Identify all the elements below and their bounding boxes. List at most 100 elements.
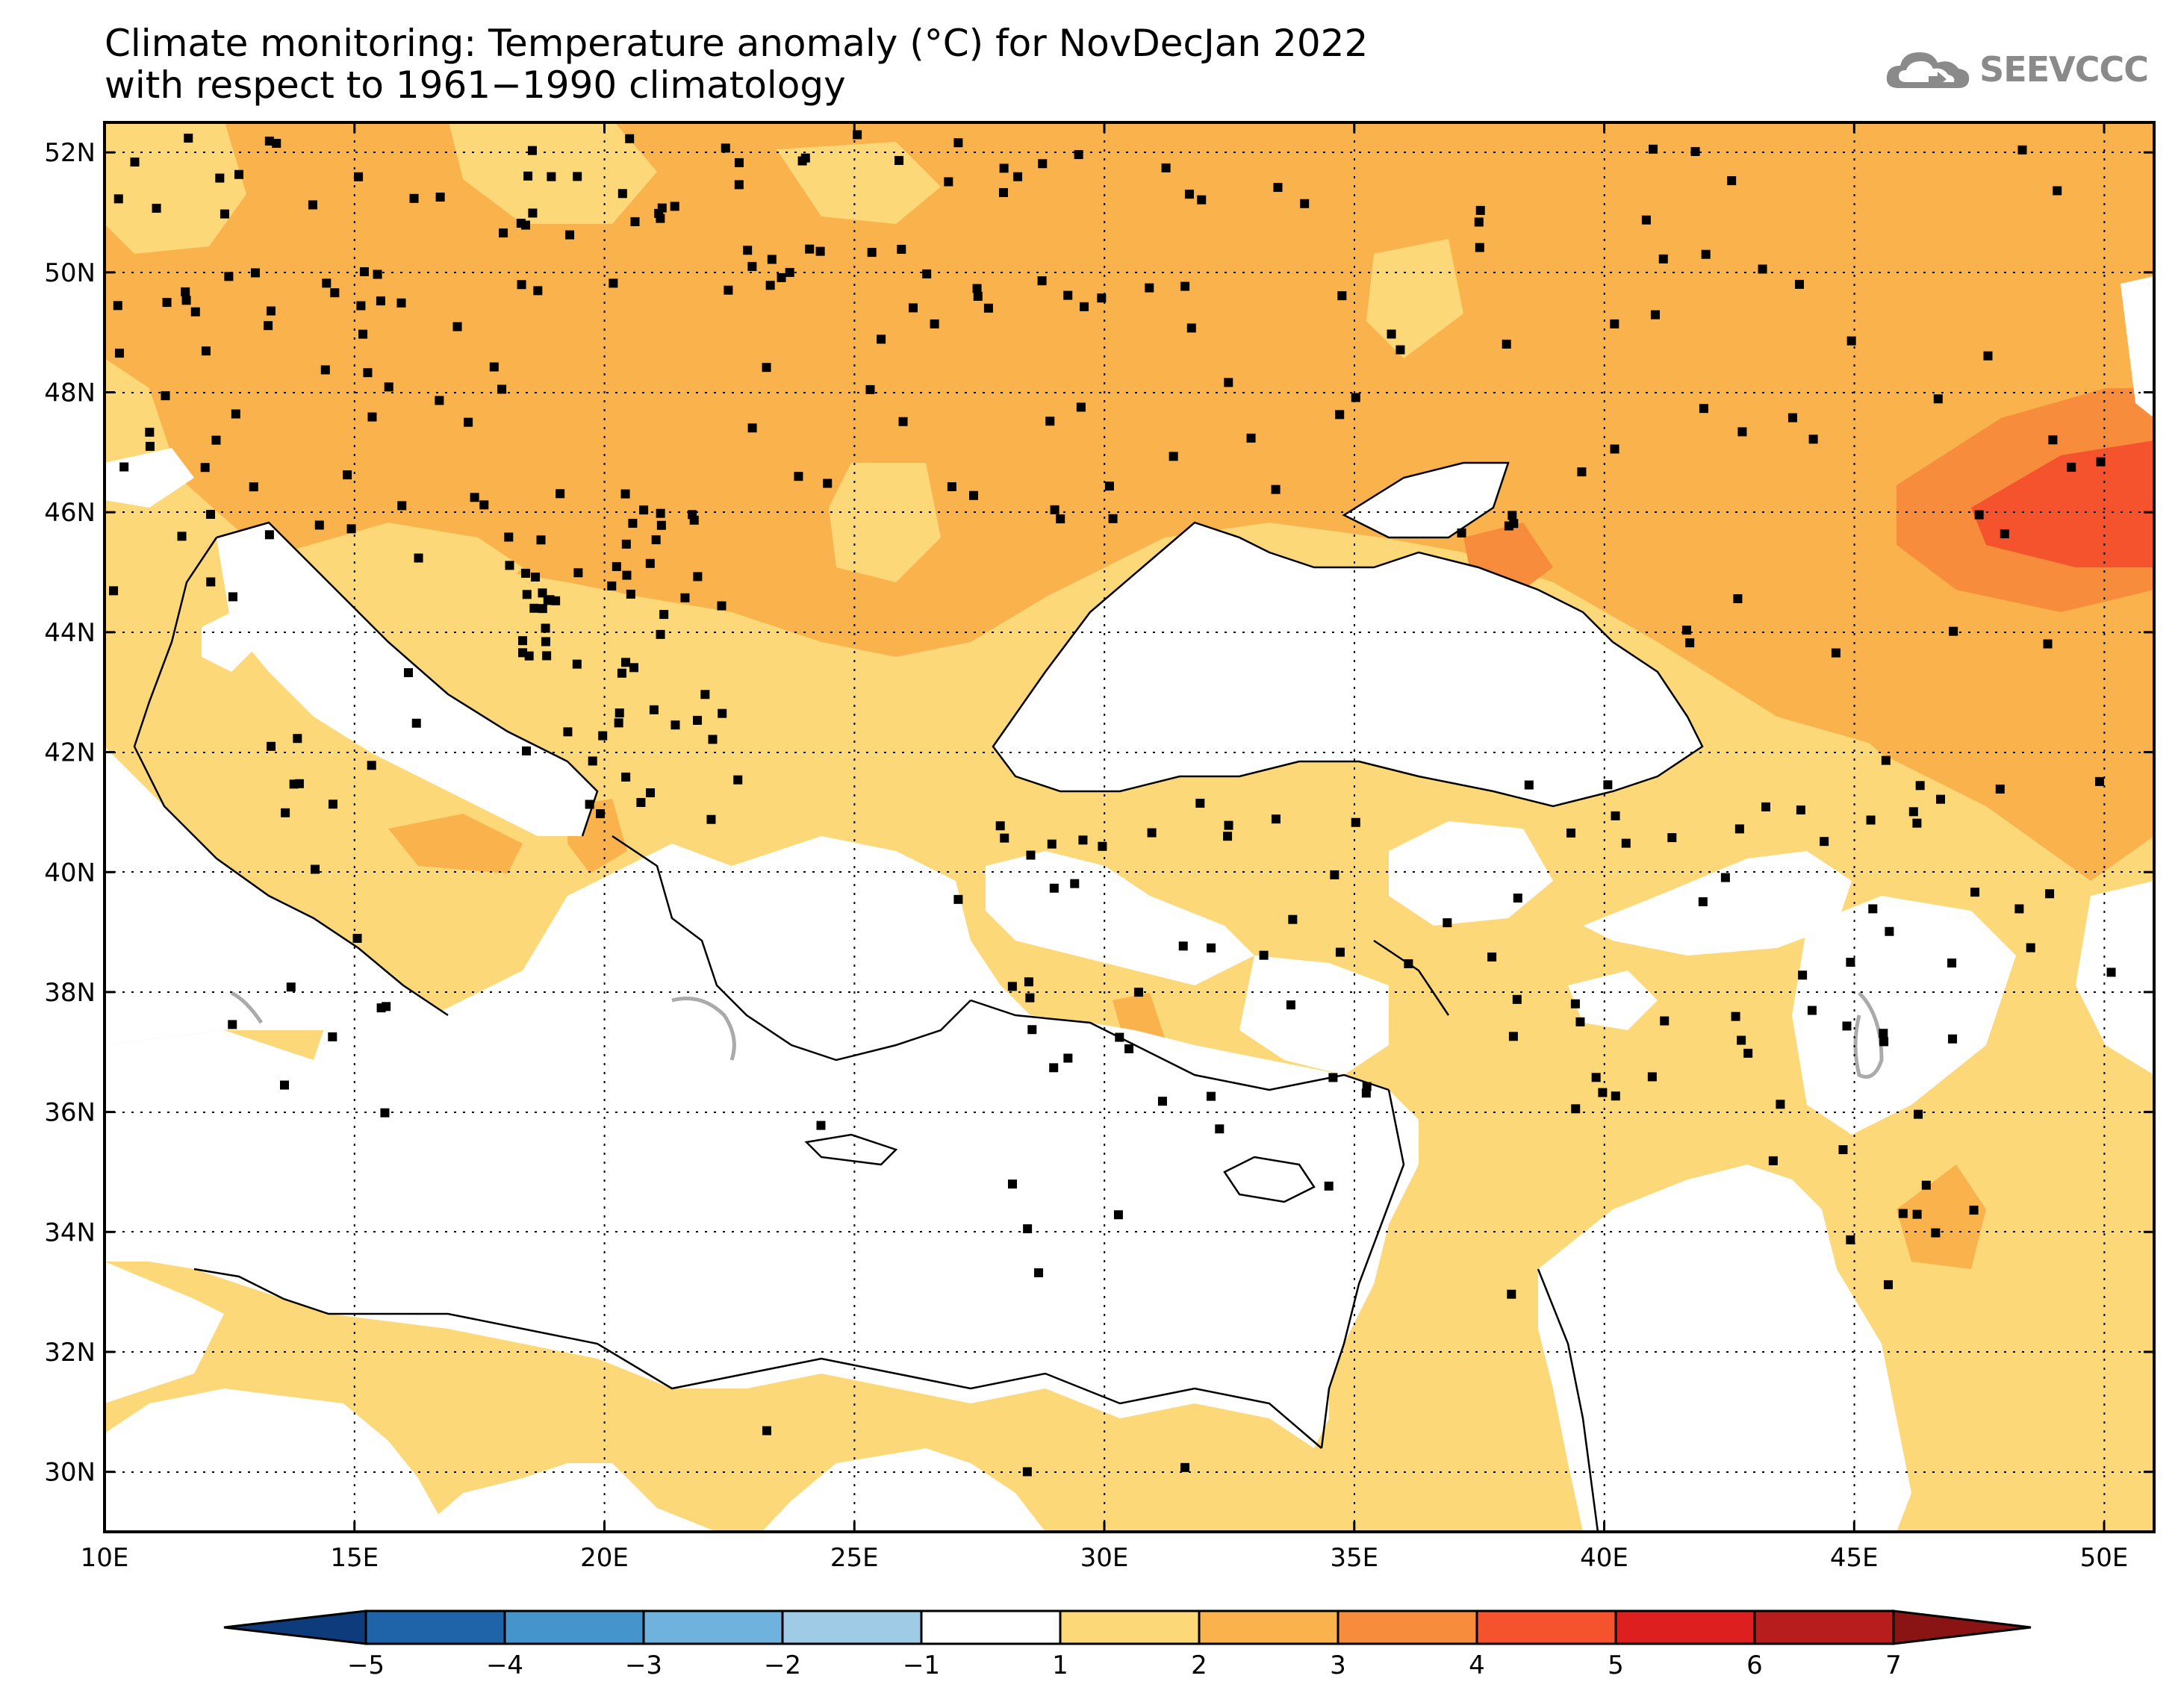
- station-marker: [1610, 444, 1619, 454]
- station-marker: [517, 280, 526, 290]
- station-marker: [2048, 435, 2058, 445]
- latitude-axis: 30N 32N 34N 36N 38N 40N 42N 44N 46N 48N 50N 52N: [44, 138, 2154, 1488]
- station-marker: [1868, 904, 1878, 914]
- station-marker: [354, 172, 364, 181]
- station-marker: [930, 319, 939, 328]
- lat-tick-label: 40N: [44, 858, 96, 888]
- station-marker: [380, 1108, 390, 1118]
- station-marker: [1507, 511, 1517, 520]
- station-marker: [1049, 883, 1059, 893]
- station-marker: [1949, 626, 1958, 636]
- station-marker: [670, 720, 680, 730]
- station-marker: [639, 505, 649, 515]
- station-marker: [1641, 215, 1651, 225]
- station-marker: [999, 163, 1009, 173]
- station-marker: [1838, 1145, 1848, 1155]
- station-marker: [1186, 323, 1196, 333]
- station-marker: [734, 180, 744, 190]
- station-marker: [1931, 1228, 1941, 1238]
- station-marker: [621, 772, 631, 782]
- station-marker: [898, 417, 908, 426]
- station-marker: [1206, 1091, 1216, 1101]
- station-marker: [894, 155, 904, 165]
- station-marker: [1271, 484, 1281, 494]
- lon-tick-label: 40E: [1580, 1543, 1628, 1573]
- station-marker: [114, 349, 124, 358]
- station-marker: [1842, 1021, 1852, 1031]
- station-marker: [1078, 835, 1088, 845]
- station-marker: [1591, 1073, 1601, 1082]
- station-marker: [596, 809, 606, 819]
- station-marker: [1879, 1029, 1888, 1038]
- station-marker: [1796, 805, 1805, 815]
- station-marker: [680, 593, 690, 602]
- station-marker: [2014, 904, 2024, 914]
- station-marker: [700, 690, 710, 699]
- station-marker: [1224, 820, 1233, 830]
- station-marker: [646, 788, 656, 798]
- station-marker: [538, 588, 547, 598]
- station-marker: [518, 636, 528, 646]
- station-marker: [651, 535, 661, 545]
- station-marker: [541, 623, 550, 633]
- station-marker: [314, 520, 324, 530]
- station-marker: [953, 894, 963, 904]
- station-marker: [470, 493, 479, 502]
- station-marker: [614, 718, 623, 728]
- station-marker: [1611, 811, 1620, 820]
- station-marker: [721, 143, 730, 153]
- station-marker: [542, 651, 552, 661]
- lat-tick-label: 32N: [44, 1338, 96, 1368]
- station-marker: [411, 718, 421, 728]
- station-marker: [1288, 914, 1298, 924]
- station-marker: [612, 561, 621, 571]
- station-marker: [1335, 947, 1345, 957]
- station-marker: [1879, 1037, 1889, 1047]
- station-marker: [656, 508, 665, 518]
- station-marker: [1768, 1156, 1778, 1165]
- station-marker: [823, 479, 833, 488]
- station-marker: [145, 441, 155, 451]
- station-marker: [264, 321, 273, 331]
- station-marker: [947, 481, 956, 491]
- station-marker: [628, 518, 638, 528]
- station-marker: [1056, 514, 1065, 524]
- station-marker: [1007, 982, 1017, 991]
- station-marker: [1681, 626, 1691, 635]
- station-marker: [489, 362, 499, 372]
- station-marker: [551, 596, 561, 605]
- station-marker: [1831, 648, 1840, 658]
- lon-tick-label: 30E: [1080, 1543, 1129, 1573]
- station-marker: [1008, 1179, 1018, 1189]
- station-marker: [524, 651, 534, 661]
- station-marker: [693, 572, 703, 582]
- station-marker: [607, 581, 617, 590]
- station-marker: [1145, 283, 1154, 293]
- anomaly-band-2-3: [105, 122, 2154, 881]
- colorbar-max-arrow: [1892, 1609, 2032, 1645]
- station-marker: [565, 230, 575, 240]
- station-marker: [908, 303, 918, 313]
- station-marker: [556, 489, 565, 499]
- lat-tick-label: 38N: [44, 978, 96, 1008]
- station-marker: [1330, 870, 1339, 879]
- station-marker: [1603, 780, 1613, 790]
- station-marker: [2017, 145, 2027, 155]
- station-marker: [1223, 832, 1233, 841]
- station-marker: [1475, 205, 1485, 215]
- lon-tick-label: 20E: [580, 1543, 629, 1573]
- station-marker: [1404, 959, 1413, 969]
- station-marker: [1049, 1063, 1059, 1073]
- station-marker: [1104, 481, 1114, 491]
- station-marker: [1912, 1209, 1922, 1219]
- station-marker: [816, 1121, 826, 1130]
- station-marker: [706, 814, 716, 824]
- seevccc-logo: SEEVCCC: [1884, 43, 2149, 96]
- station-marker: [1650, 310, 1660, 320]
- station-marker: [1502, 339, 1511, 349]
- colorbar-label: 4: [1469, 1651, 1485, 1680]
- station-marker: [1113, 1210, 1123, 1220]
- station-marker: [1063, 1053, 1073, 1063]
- station-marker: [865, 384, 875, 394]
- station-marker: [897, 244, 906, 254]
